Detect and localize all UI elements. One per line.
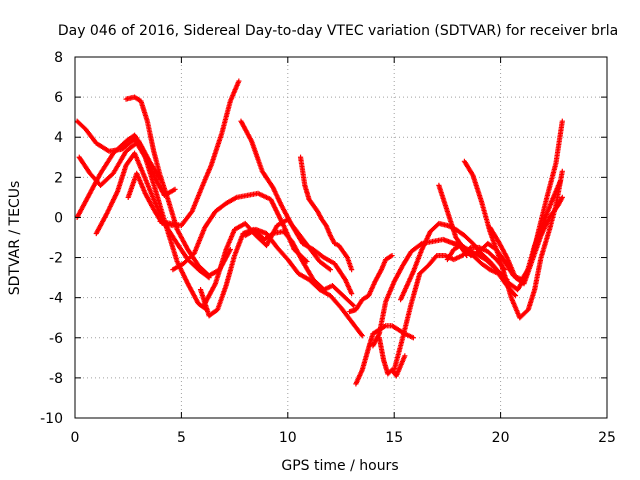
x-tick-label: 15 bbox=[385, 430, 403, 446]
data-point-markers bbox=[125, 170, 176, 229]
grid bbox=[75, 57, 607, 418]
y-tick-label: 4 bbox=[54, 130, 63, 146]
data-series-track-12 bbox=[242, 226, 365, 339]
y-tick-label: -10 bbox=[40, 411, 63, 427]
data-point-markers bbox=[238, 118, 355, 297]
plot-frame bbox=[74, 56, 608, 419]
data-series-track-17 bbox=[376, 335, 408, 379]
data-series-track-15 bbox=[353, 323, 416, 387]
x-tick-label: 5 bbox=[177, 430, 186, 446]
y-tick-label: -6 bbox=[49, 331, 63, 347]
y-tick-label: 2 bbox=[54, 170, 63, 186]
data-series-track-05 bbox=[123, 94, 233, 279]
data-point-markers bbox=[444, 242, 470, 263]
data-point-markers bbox=[346, 252, 395, 315]
data-point-markers bbox=[487, 194, 565, 287]
data-point-markers bbox=[123, 94, 233, 279]
data-series-track-04 bbox=[93, 150, 212, 281]
x-tick-label: 20 bbox=[492, 430, 510, 446]
data-series-track-07 bbox=[157, 78, 242, 229]
data-series-track-22 bbox=[444, 242, 470, 263]
data-series-track-14 bbox=[346, 252, 395, 315]
data-series-track-19 bbox=[391, 244, 508, 373]
data-point-markers bbox=[242, 226, 365, 339]
x-tick-label: 10 bbox=[279, 430, 297, 446]
data-series-track-03 bbox=[76, 138, 178, 198]
x-tick-label: 25 bbox=[598, 430, 616, 446]
data-point-markers bbox=[157, 78, 242, 229]
data-series-track-06 bbox=[125, 170, 176, 229]
x-tick-label: 0 bbox=[71, 430, 80, 446]
data-point-markers bbox=[76, 138, 178, 198]
data-point-markers bbox=[376, 335, 408, 379]
data-point-markers bbox=[391, 244, 508, 373]
data-series-track-13 bbox=[297, 154, 355, 273]
x-axis-label: GPS time / hours bbox=[281, 458, 398, 474]
data-series-track-11 bbox=[238, 118, 355, 297]
y-tick-label: -8 bbox=[49, 371, 63, 387]
y-tick-label: 8 bbox=[54, 50, 63, 66]
y-axis-label: SDTVAR / TECUs bbox=[7, 181, 23, 296]
y-tick-label: -2 bbox=[49, 251, 63, 267]
y-tick-label: -4 bbox=[49, 291, 63, 307]
data-point-markers bbox=[353, 323, 416, 387]
y-tick-label: 0 bbox=[54, 210, 63, 226]
data-marks bbox=[74, 78, 565, 387]
data-point-markers bbox=[297, 154, 355, 273]
y-tick-label: 6 bbox=[54, 90, 63, 106]
data-point-markers bbox=[93, 150, 212, 281]
data-series-track-24 bbox=[487, 194, 565, 287]
chart-title: Day 046 of 2016, Sidereal Day-to-day VTE… bbox=[58, 23, 618, 39]
axis-ticks: 0 5 10 15 20 25 -10 -8 -6 -4 -2 0 2 4 6 8 bbox=[40, 50, 616, 446]
